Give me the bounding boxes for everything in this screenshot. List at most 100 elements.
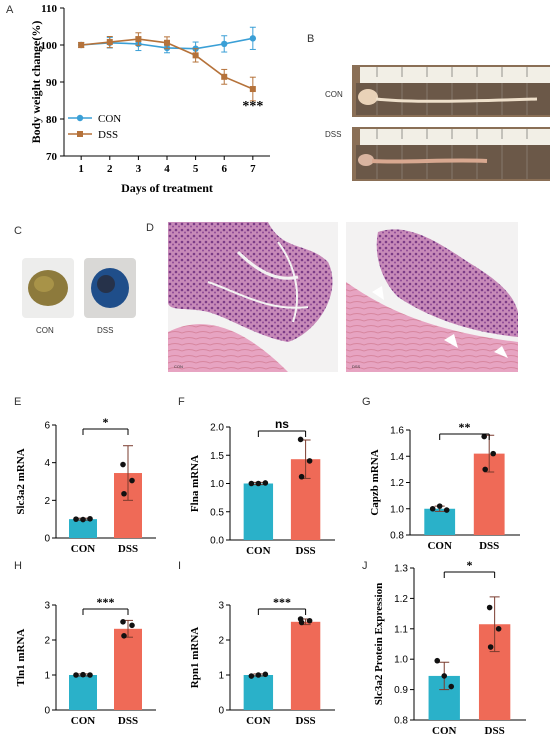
data-point	[481, 433, 487, 440]
y-axis-label: Rpn1 mRNA	[189, 627, 201, 688]
x-tick-label: CON	[71, 715, 96, 727]
data-point	[306, 617, 313, 624]
data-point	[490, 450, 496, 457]
y-tick-label: 1	[44, 671, 50, 682]
data-point	[73, 516, 79, 522]
x-tick-label: DSS	[485, 725, 505, 737]
histology-panel: CON DSS	[168, 222, 518, 372]
y-tick-label: 1.3	[394, 564, 408, 575]
data-point	[120, 619, 126, 625]
y-tick-label: 0.8	[394, 716, 408, 727]
capzb-mrna-bar-chart: 0.8 1.0 1.2 1.4 1.6 CON DSS ** Capzb mRNA	[369, 420, 520, 552]
y-axis-label: Slc3a2 mRNA	[15, 448, 27, 514]
y-tick-label: 90	[46, 77, 58, 89]
y-tick-label: 80	[46, 114, 58, 126]
histology-con: CON	[168, 222, 338, 372]
y-tick-label: 6	[44, 421, 50, 432]
data-point	[262, 480, 269, 486]
x-tick-label: CON	[246, 715, 271, 727]
data-point-dss	[78, 42, 85, 48]
data-point-dss	[192, 52, 199, 59]
data-point	[255, 672, 262, 678]
significance-label: ***	[242, 99, 263, 114]
data-point	[80, 516, 86, 523]
y-tick-label: 2.0	[210, 423, 224, 434]
bar-con	[424, 508, 456, 535]
y-tick-label: 0.9	[394, 685, 408, 696]
data-point	[262, 671, 269, 678]
x-tick-label: CON	[432, 725, 457, 737]
data-point	[486, 604, 493, 611]
colon-photo-panel: CON DSS	[300, 55, 550, 215]
x-tick-label: DSS	[296, 715, 316, 727]
panel-letter-a: A	[6, 4, 14, 16]
y-tick-label: 100	[41, 40, 58, 52]
y-tick-label: 4	[44, 458, 50, 469]
x-tick-label: CON	[71, 543, 96, 555]
bar-dss	[114, 628, 142, 710]
data-point	[443, 507, 450, 513]
x-tick-label: CON	[246, 545, 271, 557]
data-point	[448, 683, 455, 690]
stool-label-con: CON	[36, 326, 54, 335]
data-point-con	[221, 40, 228, 48]
significance-label: ns	[275, 417, 289, 431]
data-point-dss	[164, 39, 170, 46]
y-tick-label: 0.8	[390, 531, 404, 542]
slc3a2-protein-bar-chart: 0.8 0.9 1.0 1.1 1.2 1.3 CON DSS * Slc3a2 Protein …	[373, 560, 526, 737]
legend-marker-dss	[77, 131, 83, 137]
x-tick-label: 5	[193, 163, 199, 175]
panel-letter-j: J	[362, 560, 368, 572]
data-point	[434, 657, 441, 664]
histology-label-dss: DSS	[352, 364, 361, 369]
data-point	[73, 672, 79, 678]
rpn1-mrna-bar-chart: 0 1 2 3 CON DSS *** Rpn1 mRNA	[189, 595, 335, 727]
data-point	[441, 673, 448, 679]
panel-letter-f: F	[178, 396, 185, 408]
x-tick-label: DSS	[118, 543, 138, 555]
x-tick-label: 7	[250, 163, 256, 175]
x-tick-label: DSS	[296, 545, 316, 557]
data-point	[298, 619, 305, 626]
x-tick-label: DSS	[479, 540, 499, 552]
y-tick-label: 1.0	[210, 479, 224, 490]
panel-letter-b: B	[307, 33, 315, 45]
colon-label-con: CON	[325, 90, 343, 99]
significance-label: ***	[273, 595, 291, 609]
colon-photo	[352, 65, 550, 181]
data-point	[248, 673, 255, 679]
y-tick-label: 0	[44, 534, 50, 545]
body-weight-line-chart: 70 80 90 100 110 1 2 3 4 5 6 7 Days of treatment Body…	[29, 3, 270, 195]
data-point	[255, 480, 262, 487]
significance-label: ***	[97, 595, 115, 609]
y-tick-label: 2	[44, 636, 50, 647]
data-point	[487, 644, 494, 650]
y-tick-label: 0.5	[210, 507, 224, 518]
data-point-dss	[106, 39, 113, 46]
bar-con	[243, 483, 274, 540]
y-axis-label: Tln1 mRNA	[15, 629, 27, 687]
histology-dss: DSS	[346, 222, 518, 372]
x-tick-label: 4	[164, 163, 170, 175]
data-point	[495, 626, 502, 632]
y-tick-label: 0.0	[210, 536, 224, 547]
bar-con	[69, 519, 97, 538]
y-tick-label: 1.0	[390, 504, 404, 515]
y-tick-label: 1.0	[394, 655, 408, 666]
panel-letter-d: D	[146, 222, 154, 234]
panel-letter-h: H	[14, 560, 22, 572]
y-tick-label: 1.6	[390, 426, 404, 437]
stool-photo-panel: CON DSS	[0, 240, 150, 350]
significance-label: *	[103, 415, 109, 429]
flna-mrna-bar-chart: 0.0 0.5 1.0 1.5 2.0 CON DSS ns Flna mRNA	[189, 417, 335, 557]
data-point	[129, 622, 135, 629]
panel-letter-e: E	[14, 396, 22, 408]
y-tick-label: 110	[41, 3, 57, 15]
data-point	[87, 672, 93, 678]
data-point	[120, 461, 126, 468]
data-point	[87, 515, 93, 522]
panel-letter-c: C	[14, 225, 22, 237]
y-tick-label: 0	[44, 706, 50, 717]
data-point	[248, 480, 255, 487]
data-point	[436, 503, 443, 509]
